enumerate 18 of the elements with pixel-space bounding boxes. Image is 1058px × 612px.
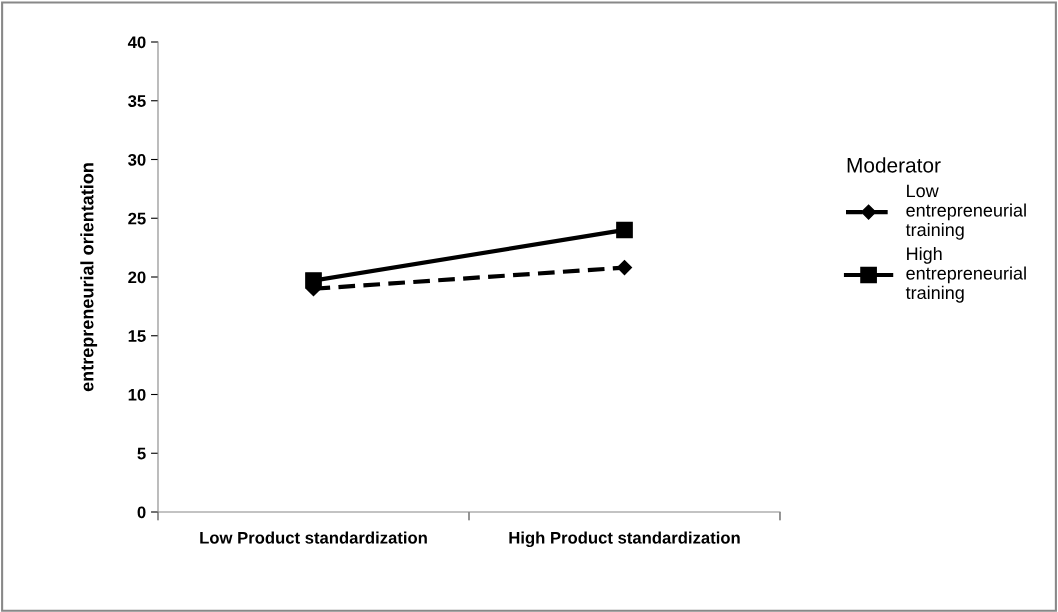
legend-title: Moderator (847, 157, 941, 173)
y-tick-label: 15 (128, 330, 146, 342)
y-tick-label: 0 (137, 506, 146, 519)
y-axis-title: entrepreneurial orientation (80, 163, 98, 392)
y-tick-label: 5 (137, 447, 146, 460)
y-tick-label: 30 (128, 153, 146, 166)
y-tick-label: 35 (128, 95, 146, 107)
legend-label: Low entrepreneurial training (905, 184, 1026, 240)
point (616, 221, 633, 239)
y-tick-label: 40 (127, 36, 146, 49)
y-tick-label: 20 (128, 271, 146, 284)
point (616, 260, 633, 276)
y-tick-label: 25 (128, 212, 146, 225)
legend-label: High entrepreneurial training (905, 246, 1026, 303)
x-tick-label: Low Product standardization (200, 531, 427, 544)
x-tick-label: High Product standardization (509, 531, 740, 548)
y-tick-label: 10 (128, 388, 146, 401)
point (305, 272, 322, 289)
